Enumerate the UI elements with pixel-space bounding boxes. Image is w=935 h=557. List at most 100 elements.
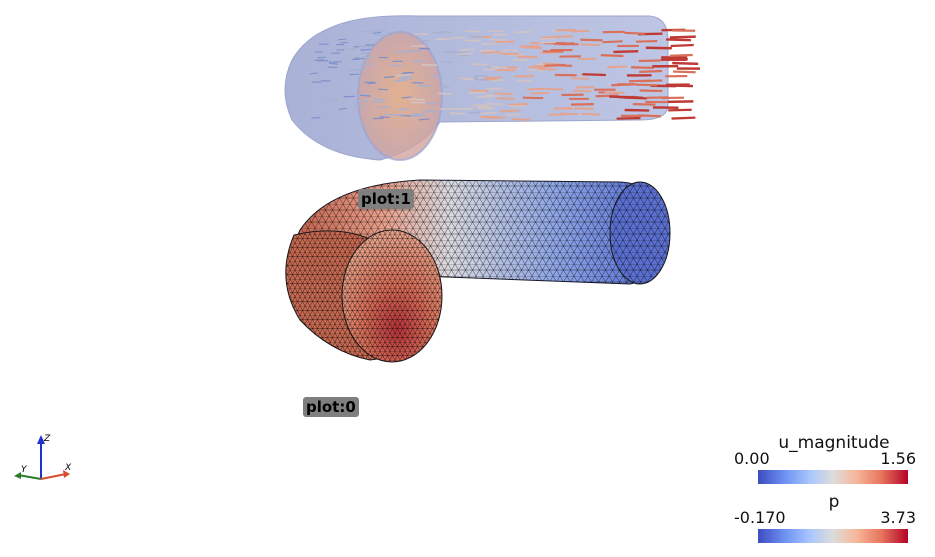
velocity-arrow — [464, 30, 481, 33]
velocity-arrow — [494, 92, 513, 96]
velocity-arrow — [539, 41, 556, 44]
velocity-arrow — [484, 76, 502, 80]
colorbar-p: p -0.170 3.73 — [734, 492, 916, 544]
x-axis-label: X — [64, 463, 72, 473]
velocity-arrow — [629, 79, 652, 83]
y-axis-arrowhead — [14, 472, 21, 479]
velocity-arrow — [512, 58, 529, 62]
velocity-arrow — [476, 106, 493, 109]
y-axis-line — [17, 474, 42, 480]
velocity-arrow — [412, 60, 425, 63]
velocity-arrow — [449, 112, 466, 115]
velocity-arrow — [490, 66, 508, 69]
velocity-arrow — [488, 30, 504, 33]
velocity-arrow — [375, 33, 389, 37]
velocity-arrow — [459, 48, 475, 51]
velocity-arrow — [485, 94, 502, 98]
velocity-arrow — [646, 96, 669, 99]
velocity-arrow — [523, 46, 543, 50]
velocity-arrow — [468, 111, 483, 114]
velocity-arrow — [560, 112, 579, 116]
velocity-arrow — [528, 66, 546, 69]
velocity-arrow — [418, 118, 430, 121]
velocity-arrow — [372, 31, 382, 34]
velocity-arrow — [476, 95, 493, 99]
velocity-arrow — [667, 100, 694, 104]
velocity-arrow — [457, 52, 473, 56]
velocity-arrow — [338, 38, 347, 41]
velocity-arrow — [358, 45, 371, 48]
velocity-arrow — [672, 70, 696, 74]
velocity-arrow — [354, 57, 365, 60]
velocity-arrow — [409, 98, 425, 101]
velocity-arrow — [671, 116, 696, 120]
velocity-arrow — [443, 51, 457, 54]
velocity-arrow — [581, 112, 600, 116]
velocity-arrow — [669, 35, 696, 39]
velocity-arrow — [606, 65, 627, 69]
colorbar-min: 0.00 — [734, 449, 770, 468]
velocity-arrow — [311, 117, 321, 119]
velocity-arrow — [508, 103, 529, 106]
velocity-arrow — [570, 103, 594, 106]
velocity-arrow — [609, 95, 634, 99]
orientation-axes: Z X Y — [14, 434, 72, 480]
velocity-arrow — [544, 63, 566, 67]
velocity-arrow — [459, 77, 474, 80]
velocity-arrow — [410, 115, 424, 118]
velocity-arrow — [328, 61, 337, 64]
velocity-arrow — [635, 83, 658, 87]
velocity-arrow — [624, 108, 650, 112]
velocity-arrow — [632, 103, 656, 106]
colorbar-title: u_magnitude — [778, 433, 890, 453]
velocity-arrow — [486, 87, 503, 90]
velocity-arrow — [480, 111, 498, 115]
velocity-arrows — [309, 28, 701, 121]
velocity-arrow — [360, 51, 373, 54]
x-axis-arrowhead — [63, 470, 70, 478]
velocity-arrow — [502, 49, 518, 52]
velocity-arrow — [489, 38, 506, 41]
velocity-arrow — [360, 48, 371, 51]
velocity-arrow — [669, 53, 693, 57]
x-axis-line — [40, 473, 67, 480]
velocity-arrow — [668, 108, 692, 112]
velocity-arrow — [411, 112, 426, 116]
colorbar-gradient — [758, 529, 908, 543]
velocity-arrow — [371, 29, 385, 32]
velocity-arrow — [367, 82, 377, 85]
velocity-arrow — [530, 91, 550, 95]
velocity-arrow — [624, 31, 645, 35]
y-axis-label: Y — [21, 465, 28, 475]
velocity-arrow — [540, 36, 560, 39]
velocity-arrow — [343, 95, 355, 98]
velocity-arrow — [401, 72, 412, 75]
velocity-arrow — [473, 74, 488, 78]
velocity-arrow — [582, 73, 606, 77]
velocity-arrow — [437, 92, 453, 95]
velocity-arrow — [399, 75, 413, 78]
plot-label-bottom: plot:0 — [303, 397, 359, 417]
velocity-arrow — [638, 59, 661, 63]
velocity-arrow — [483, 68, 500, 71]
velocity-arrow — [526, 68, 543, 72]
z-axis-label: Z — [43, 434, 51, 444]
velocity-arrow — [401, 96, 412, 99]
glyph-tube-plot — [284, 15, 701, 161]
velocity-arrow — [570, 77, 589, 80]
velocity-arrow — [602, 40, 623, 44]
colorbar-u-magnitude: u_magnitude 0.00 1.56 — [734, 433, 916, 485]
velocity-arrow — [395, 74, 411, 77]
velocity-arrow — [393, 79, 407, 82]
mesh-torus-plot — [285, 179, 671, 363]
velocity-arrow — [359, 30, 372, 33]
velocity-arrow — [418, 39, 430, 42]
velocity-arrow — [469, 35, 483, 38]
velocity-arrow — [472, 63, 489, 66]
velocity-arrow — [545, 88, 564, 91]
velocity-arrow — [469, 89, 489, 93]
velocity-arrow — [553, 107, 572, 110]
velocity-arrow — [440, 60, 453, 64]
velocity-arrow — [581, 43, 601, 47]
